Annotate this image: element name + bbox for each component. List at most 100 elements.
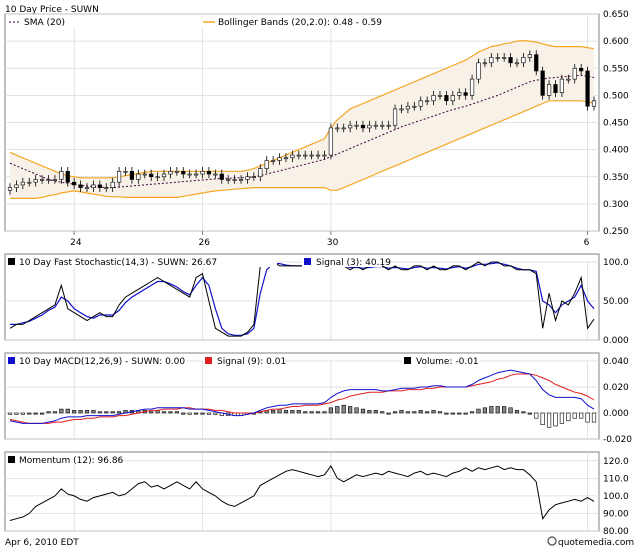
- candle-body: [348, 124, 353, 129]
- candle-body: [354, 124, 359, 127]
- candle-body: [457, 92, 462, 96]
- candle-body: [566, 78, 571, 81]
- candle-body: [46, 179, 51, 181]
- volume-bar: [348, 406, 353, 414]
- legend-box-macd: [7, 355, 187, 366]
- momentum-tick-label: 90.00: [603, 509, 629, 519]
- volume-bar: [290, 410, 295, 414]
- candle-body: [219, 173, 224, 180]
- volume-bar: [52, 411, 58, 414]
- volume-bar: [495, 406, 500, 414]
- legend-swatch-macd-signal: [205, 357, 212, 364]
- footer-brand: quotemedia.com: [558, 538, 634, 548]
- volume-bar: [431, 410, 436, 414]
- legend-stoch-signal: Signal (3): 40.19: [316, 258, 391, 268]
- volume-bar: [437, 411, 443, 414]
- candle-body: [309, 154, 314, 157]
- macd-legend: 10 Day MACD(12,26,9) - SUWN: 0.00 Signal…: [7, 355, 480, 367]
- volume-bar: [296, 410, 301, 414]
- volume-bar: [303, 411, 308, 414]
- price-tick-label: 0.300: [603, 200, 629, 210]
- volume-bar: [572, 412, 577, 419]
- candle-body: [251, 176, 256, 179]
- volume-bar: [283, 410, 289, 414]
- momentum-tick-label: 80.00: [603, 527, 629, 537]
- volume-bar: [367, 410, 372, 414]
- candle-body: [52, 179, 58, 181]
- price-tick-label: 0.650: [603, 10, 629, 20]
- volume-bar: [149, 411, 154, 414]
- candle-body: [78, 184, 83, 188]
- candle-body: [540, 70, 545, 96]
- volume-bar: [412, 411, 417, 414]
- candle-body: [591, 100, 597, 107]
- volume-bar: [200, 412, 205, 415]
- stochastic-tick-label: 0.000: [603, 336, 629, 346]
- candle-body: [469, 78, 475, 96]
- volume-bar: [534, 412, 539, 419]
- volume-bar: [91, 410, 96, 414]
- stochastic-y-axis: 100.0 50.00 0.000: [603, 258, 629, 346]
- candle-body: [502, 57, 507, 59]
- volume-bar: [380, 411, 385, 414]
- candle-body: [187, 173, 192, 176]
- candle-body: [129, 171, 135, 180]
- candle-body: [213, 173, 218, 176]
- candle-body: [33, 179, 38, 183]
- candle-body: [367, 124, 372, 129]
- price-tick-label: 0.350: [603, 173, 629, 183]
- bollinger-upper-line: [9, 39, 595, 179]
- volume-bar: [328, 407, 333, 414]
- candle-body: [463, 92, 468, 96]
- candle-body: [7, 187, 13, 191]
- volume-bar: [444, 412, 449, 415]
- legend-swatch-macd: [8, 357, 15, 364]
- candle-body: [194, 173, 199, 176]
- volume-bar: [360, 408, 366, 414]
- candle-body: [521, 57, 526, 64]
- volume-bar: [65, 408, 70, 414]
- volume-bar: [194, 412, 199, 415]
- candle-body: [572, 67, 577, 80]
- candle-body: [155, 176, 160, 179]
- macd-tick-label: 0.040: [603, 357, 629, 367]
- chart-title: 10 Day Price - SUWN: [5, 5, 99, 15]
- logo-mark-icon: [547, 536, 557, 546]
- candle-body: [392, 108, 398, 126]
- legend-box-sma: [7, 17, 179, 28]
- price-tick-label: 0.400: [603, 146, 629, 156]
- legend-box-volume: [402, 355, 480, 366]
- volume-bar: [168, 411, 173, 414]
- volume-bar: [174, 411, 179, 414]
- volume-bar: [84, 410, 90, 414]
- volume-bar: [181, 412, 186, 415]
- macd-tick-label: 0.000: [603, 409, 629, 419]
- volume-bar: [97, 411, 102, 414]
- candle-body: [405, 105, 410, 110]
- volume-bar: [527, 412, 532, 415]
- volume-bar: [476, 408, 481, 414]
- candle-body: [72, 181, 77, 186]
- candle-body: [290, 154, 295, 159]
- candle-body: [232, 179, 237, 181]
- candle-body: [514, 62, 520, 65]
- stochastic-tick-label: 50.00: [603, 297, 629, 307]
- candle-body: [444, 95, 449, 102]
- momentum-y-axis: 120.0 110.0 100.0 90.00 80.00: [603, 457, 629, 537]
- candle-body: [142, 173, 147, 176]
- legend-swatch-volume: [404, 357, 411, 364]
- candle-body: [425, 100, 430, 103]
- volume-bar: [559, 412, 565, 424]
- legend-momentum: Momentum (12): 96.86: [19, 456, 124, 466]
- volume-bar: [322, 411, 327, 414]
- candle-body: [65, 171, 70, 183]
- legend-swatch-momentum: [8, 456, 15, 463]
- candle-body: [559, 78, 565, 93]
- volume-bar: [450, 412, 455, 415]
- volume-bar: [418, 410, 423, 414]
- volume-bar: [206, 412, 212, 415]
- candle-body: [110, 181, 115, 188]
- candle-body: [136, 173, 141, 180]
- x-tick-label: 26: [199, 238, 211, 248]
